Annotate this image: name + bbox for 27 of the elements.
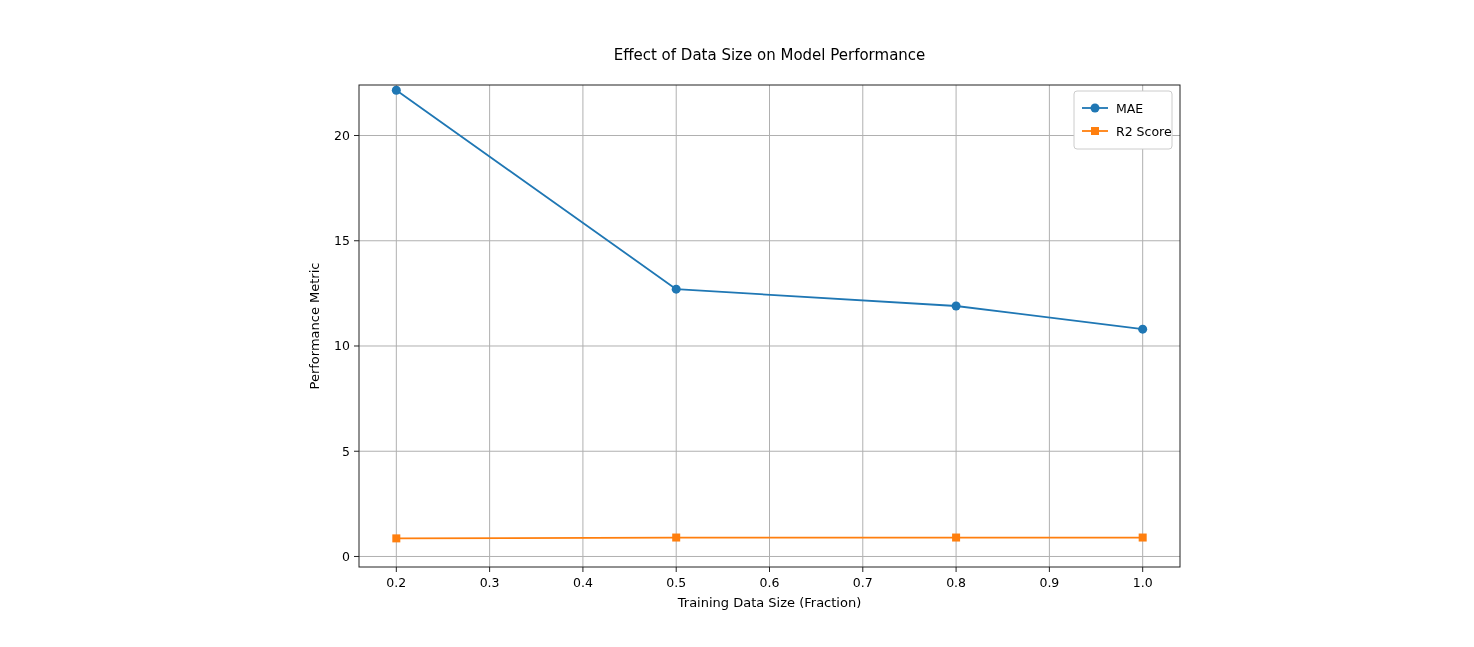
point: [1138, 533, 1147, 542]
x-tick-label: 0.9: [1039, 575, 1060, 590]
x-tick-label: 0.8: [946, 575, 967, 590]
y-tick-label: 15: [334, 233, 350, 249]
x-tick-label: 0.5: [666, 575, 687, 590]
y-tick-label: 5: [342, 443, 350, 459]
x-tick-label: 1.0: [1132, 575, 1153, 590]
point: [1138, 324, 1148, 334]
chart-title: Effect of Data Size on Model Performance: [613, 46, 926, 64]
x-tick-label: 0.4: [572, 575, 593, 590]
y-tick-label: 20: [334, 128, 351, 144]
x-tick-label: 0.6: [759, 575, 780, 590]
y-tick-label: 10: [334, 338, 351, 354]
x-axis-title: Training Data Size (Fraction): [676, 595, 862, 610]
y-tick-label: 0: [342, 548, 351, 564]
y-axis-title: Performance Metric: [307, 262, 322, 390]
x-tick-label: 0.7: [852, 575, 873, 590]
legend-label: MAE: [1116, 100, 1144, 116]
x-tick-label: 0.3: [479, 575, 500, 590]
point: [952, 533, 961, 542]
point: [951, 301, 961, 311]
point: [672, 533, 681, 542]
legend-label: R2 Score: [1116, 123, 1172, 139]
point: [391, 85, 401, 95]
point: [392, 534, 401, 543]
x-tick-label: 0.2: [386, 575, 407, 590]
point: [671, 284, 681, 294]
